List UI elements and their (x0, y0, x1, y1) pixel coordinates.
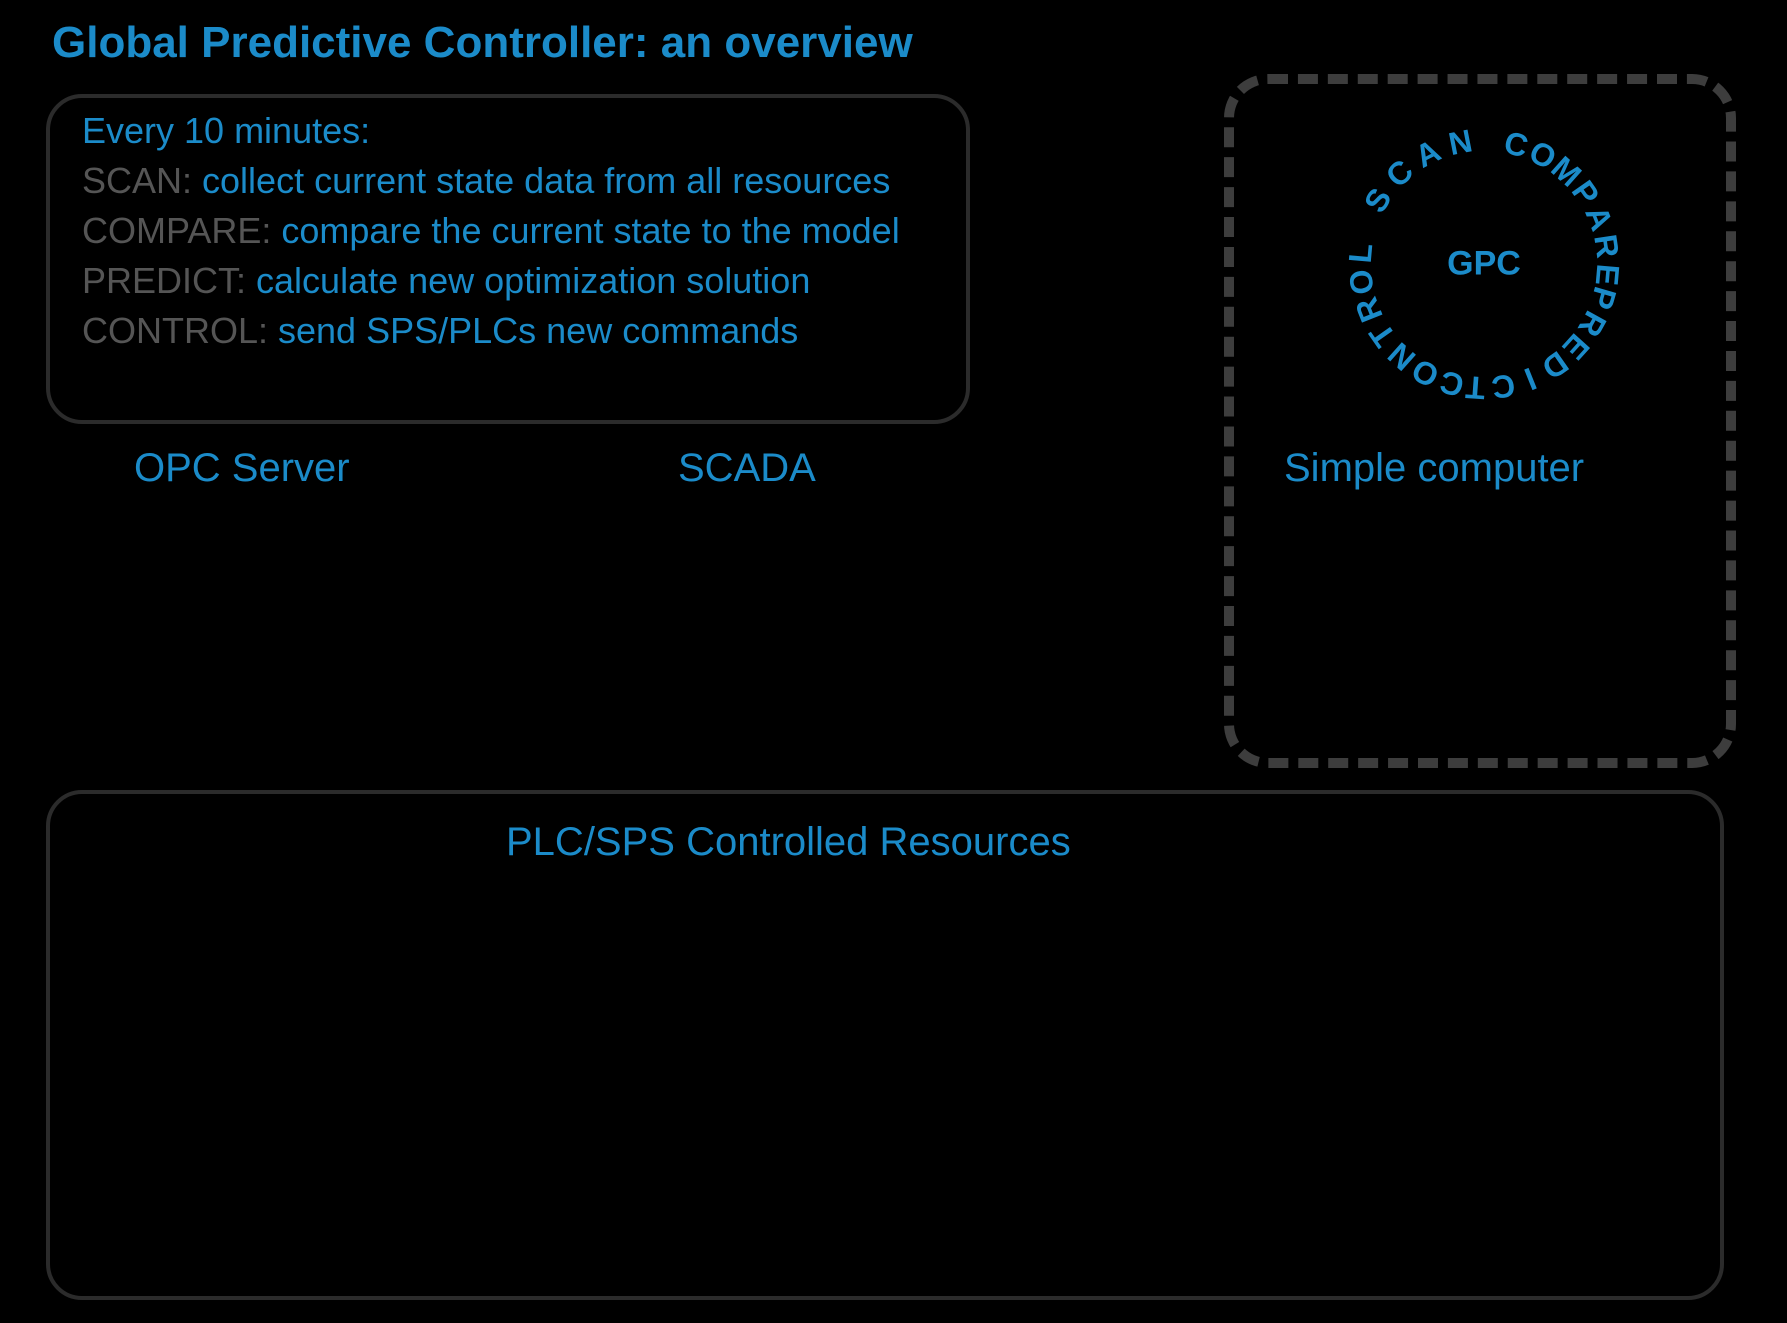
step-control-val: send SPS/PLCs new commands (268, 310, 798, 351)
step-control-key: CONTROL: (82, 310, 268, 351)
step-predict-key: PREDICT: (82, 260, 246, 301)
gpc-center-label: GPC (1447, 245, 1521, 284)
label-simple-computer: Simple computer (1284, 446, 1584, 491)
plc-title: PLC/SPS Controlled Resources (506, 820, 1071, 865)
step-scan-key: SCAN: (82, 160, 192, 201)
gpc-box (1224, 74, 1736, 768)
step-scan: SCAN: collect current state data from al… (82, 160, 890, 202)
step-compare-val: compare the current state to the model (271, 210, 899, 251)
page-title: Global Predictive Controller: an overvie… (52, 18, 913, 68)
step-compare-key: COMPARE: (82, 210, 271, 251)
step-control: CONTROL: send SPS/PLCs new commands (82, 310, 798, 352)
plc-box (46, 790, 1724, 1300)
info-header: Every 10 minutes: (82, 110, 370, 152)
step-compare: COMPARE: compare the current state to th… (82, 210, 900, 252)
step-predict: PREDICT: calculate new optimization solu… (82, 260, 810, 302)
step-scan-val: collect current state data from all reso… (192, 160, 890, 201)
step-predict-val: calculate new optimization solution (246, 260, 810, 301)
label-opc-server: OPC Server (134, 446, 350, 491)
label-scada: SCADA (678, 446, 816, 491)
